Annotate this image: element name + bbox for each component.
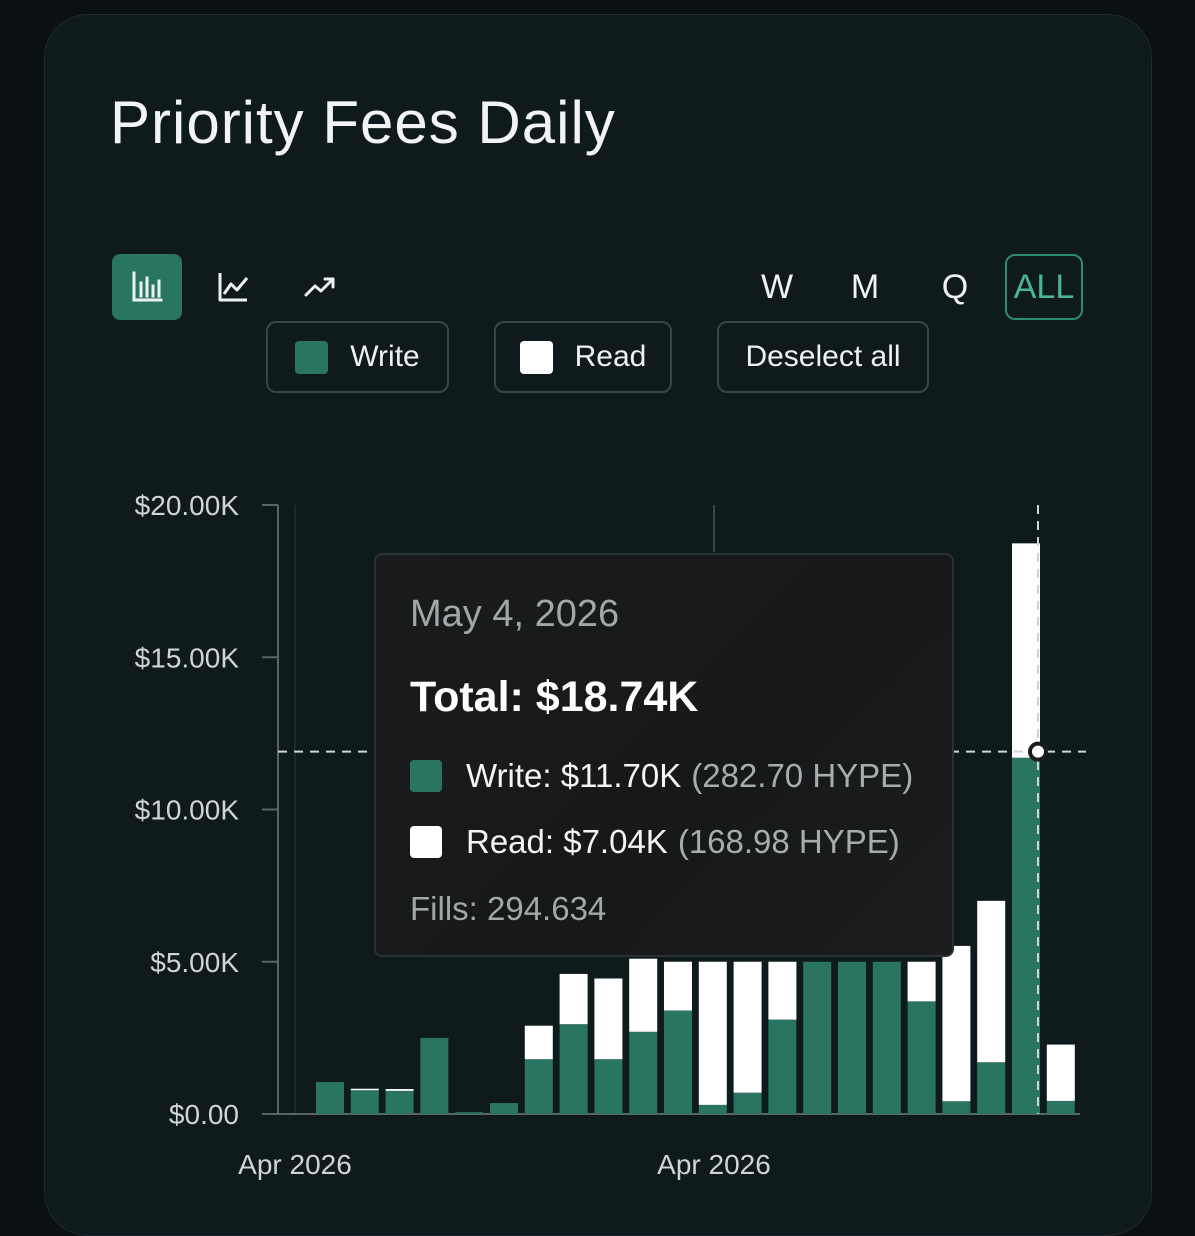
tooltip-read-row: Read: $7.04K (168.98 HYPE) <box>410 823 900 861</box>
bar-read <box>385 1089 414 1091</box>
tooltip-read-sub: (168.98 HYPE) <box>677 823 900 860</box>
bar-write <box>490 1103 518 1114</box>
legend-write-label: Write <box>350 340 420 373</box>
bar-write <box>768 1019 797 1114</box>
bar-read <box>1012 543 1040 758</box>
y-tick-label: $10.00K <box>135 795 240 826</box>
bar-read <box>942 945 971 1102</box>
period-all[interactable]: ALL <box>1005 254 1083 320</box>
bar-chart-button[interactable] <box>112 254 182 320</box>
tooltip-write-value: Write: $11.70K <box>466 757 682 794</box>
bar-write <box>420 1037 449 1114</box>
stacked-bar-chart: $0.00 $5.00K $10.00K $15.00K $20.00K Apr 2026… <box>135 490 1086 1180</box>
y-tick-label: $0.00 <box>169 1099 239 1130</box>
bar-read <box>698 961 727 1105</box>
tooltip-read-swatch <box>410 826 442 858</box>
trend-chart-button[interactable] <box>285 254 355 320</box>
bar-write <box>698 1104 727 1114</box>
line-chart-button[interactable] <box>198 254 268 320</box>
bar-write <box>524 1059 553 1114</box>
bar-write <box>942 1101 971 1114</box>
read-swatch <box>519 340 553 374</box>
chart-tooltip: May 4, 2026 Total: $18.74K Write: $11.70… <box>374 553 954 957</box>
bar-read <box>559 973 588 1025</box>
bar-write <box>838 961 866 1114</box>
bar-write <box>385 1090 414 1114</box>
tooltip-write-row: Write: $11.70K (282.70 HYPE) <box>410 757 913 795</box>
tooltip-date: May 4, 2026 <box>410 593 620 635</box>
bar-write <box>664 1010 692 1114</box>
write-swatch <box>295 340 329 374</box>
bar-read <box>350 1088 379 1091</box>
tooltip-read-value: Read: $7.04K <box>466 823 668 860</box>
tooltip-total: Total: $18.74K <box>410 673 699 721</box>
bar-write <box>350 1090 379 1114</box>
bar-read <box>1046 1044 1075 1101</box>
bar-write <box>733 1092 762 1114</box>
bar-read <box>594 978 623 1060</box>
legend-read-label: Read <box>574 340 647 373</box>
x-tick-label: Apr 2026 <box>238 1149 352 1180</box>
crosshair-point <box>1028 741 1048 762</box>
x-tick-label: Apr 2026 <box>657 1149 771 1180</box>
line-chart-icon <box>218 273 249 302</box>
bar-write <box>872 961 901 1114</box>
bar-read <box>524 1025 553 1060</box>
bar-write <box>803 961 832 1114</box>
bar-read <box>907 961 936 1002</box>
bar-read <box>629 958 658 1032</box>
deselect-all-button[interactable]: Deselect all <box>717 321 929 393</box>
y-tick-label: $5.00K <box>150 947 239 978</box>
period-w[interactable]: W <box>760 267 794 306</box>
y-tick-label: $15.00K <box>135 642 240 673</box>
tooltip-fills: Fills: 294.634 <box>410 890 607 927</box>
page-title: Priority Fees Daily <box>110 89 616 156</box>
bar-chart-icon <box>132 271 163 302</box>
bar-write <box>559 1024 588 1114</box>
period-q[interactable]: Q <box>941 267 969 306</box>
bar-write <box>1046 1100 1075 1114</box>
bar-write <box>977 1062 1006 1114</box>
bar-write <box>629 1031 658 1114</box>
trend-chart-icon <box>304 277 335 297</box>
tooltip-write-sub: (282.70 HYPE) <box>691 757 914 794</box>
bar-read <box>977 900 1006 1063</box>
bar-write <box>907 1001 936 1114</box>
legend-write-button[interactable]: Write <box>266 321 449 393</box>
legend-read-button[interactable]: Read <box>494 321 672 393</box>
bar-write <box>316 1082 344 1114</box>
bar-write <box>1012 757 1040 1114</box>
y-tick-label: $20.00K <box>135 490 240 521</box>
bar-read <box>664 961 692 1011</box>
period-m[interactable]: M <box>850 267 880 306</box>
tooltip-write-swatch <box>410 760 442 792</box>
bar-write <box>594 1059 623 1114</box>
bar-read <box>733 961 762 1093</box>
bar-write <box>455 1112 484 1114</box>
bar-read <box>768 961 797 1020</box>
